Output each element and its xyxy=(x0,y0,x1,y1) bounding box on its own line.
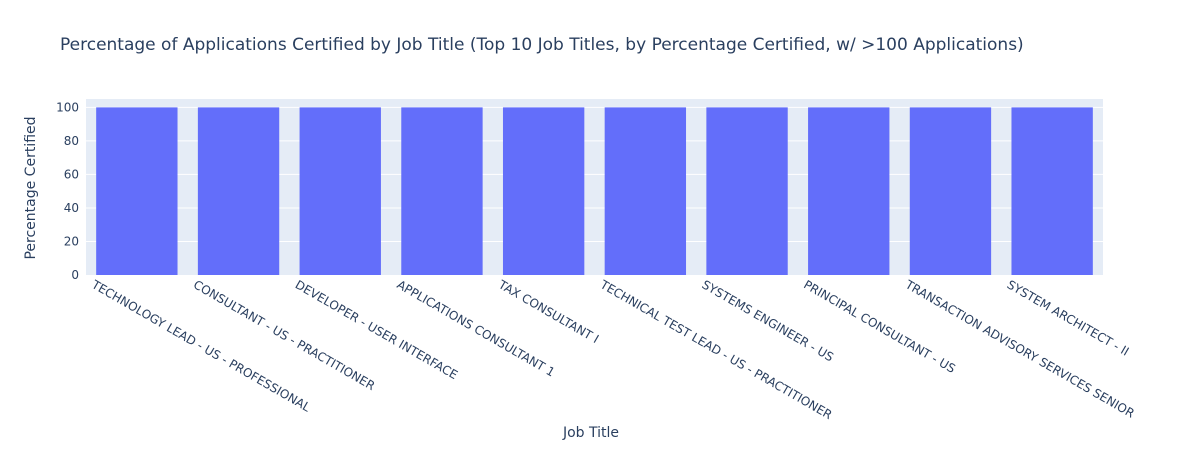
y-tick-label: 20 xyxy=(64,234,79,248)
y-axis-ticks: 0 20 40 60 80 100 xyxy=(56,100,79,282)
x-tick-label: TAX CONSULTANT I xyxy=(495,277,601,346)
x-tick-label: TECHNOLOGY LEAD - US - PROFESSIONAL xyxy=(88,277,313,415)
y-axis-title: Percentage Certified xyxy=(23,116,39,259)
y-tick-label: 0 xyxy=(71,268,79,282)
bar[interactable] xyxy=(706,107,788,275)
bar[interactable] xyxy=(604,107,687,275)
x-tick-label: TRANSACTION ADVISORY SERVICES SENIOR xyxy=(902,277,1137,421)
y-tick-label: 80 xyxy=(64,134,79,148)
x-tick-label: CONSULTANT - US - PRACTITIONER xyxy=(191,277,377,393)
chart-title: Percentage of Applications Certified by … xyxy=(60,35,1024,55)
x-tick-label: DEVELOPER - USER INTERFACE xyxy=(293,277,460,382)
bar[interactable] xyxy=(401,107,483,275)
y-tick-label: 100 xyxy=(56,100,79,114)
y-tick-label: 60 xyxy=(64,167,79,181)
bar[interactable] xyxy=(299,107,381,275)
bar[interactable] xyxy=(96,107,178,275)
x-axis-ticks: TECHNOLOGY LEAD - US - PROFESSIONALCONSU… xyxy=(88,277,1136,422)
bar[interactable] xyxy=(197,107,280,275)
bar[interactable] xyxy=(1011,107,1093,275)
bar[interactable] xyxy=(909,107,992,275)
bar[interactable] xyxy=(808,107,890,275)
x-axis-title: Job Title xyxy=(562,425,619,441)
bar[interactable] xyxy=(502,107,585,275)
y-tick-label: 40 xyxy=(64,201,79,215)
bars xyxy=(96,107,1093,275)
x-tick-label: APPLICATIONS CONSULTANT 1 xyxy=(394,277,557,379)
